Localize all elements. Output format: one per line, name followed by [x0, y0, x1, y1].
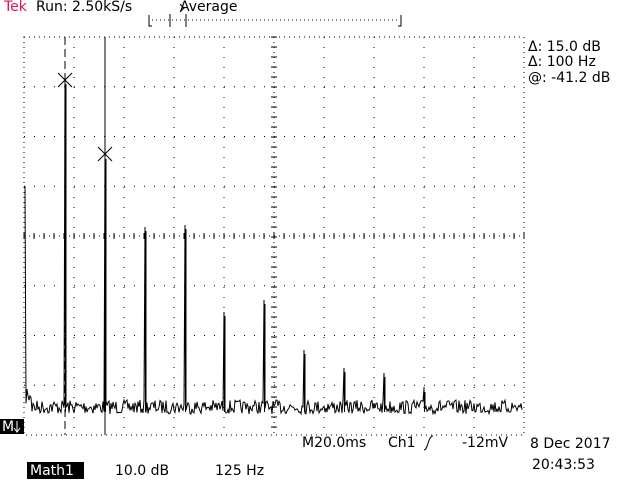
spectrum-trace	[24, 79, 523, 416]
math-span: 125 Hz	[215, 463, 264, 479]
time: 20:43:53	[532, 457, 595, 473]
readout-delta-hz: Δ: 100 Hz	[528, 54, 596, 70]
marker-arrow	[13, 421, 21, 433]
timebase: M20.0ms	[302, 435, 366, 451]
marker: M	[2, 419, 14, 435]
trigger-slope	[423, 435, 434, 451]
cursor-x-marks	[57, 72, 113, 162]
date: 8 Dec 2017	[530, 436, 611, 452]
channel: Ch1	[388, 435, 416, 451]
record-bracket	[148, 3, 402, 27]
brand: Tek	[3, 0, 28, 15]
readout-delta-db: Δ: 15.0 dB	[528, 39, 601, 55]
trigger-level: -12mV	[462, 435, 509, 451]
math-label: Math1	[30, 463, 74, 479]
acq-mode: Average	[180, 0, 238, 15]
readout-at: @: -41.2 dB	[528, 70, 610, 86]
math-scale: 10.0 dB	[115, 463, 169, 479]
run-status: Run: 2.50kS/s	[36, 0, 132, 15]
math-box	[27, 462, 84, 479]
graticule	[23, 36, 525, 436]
